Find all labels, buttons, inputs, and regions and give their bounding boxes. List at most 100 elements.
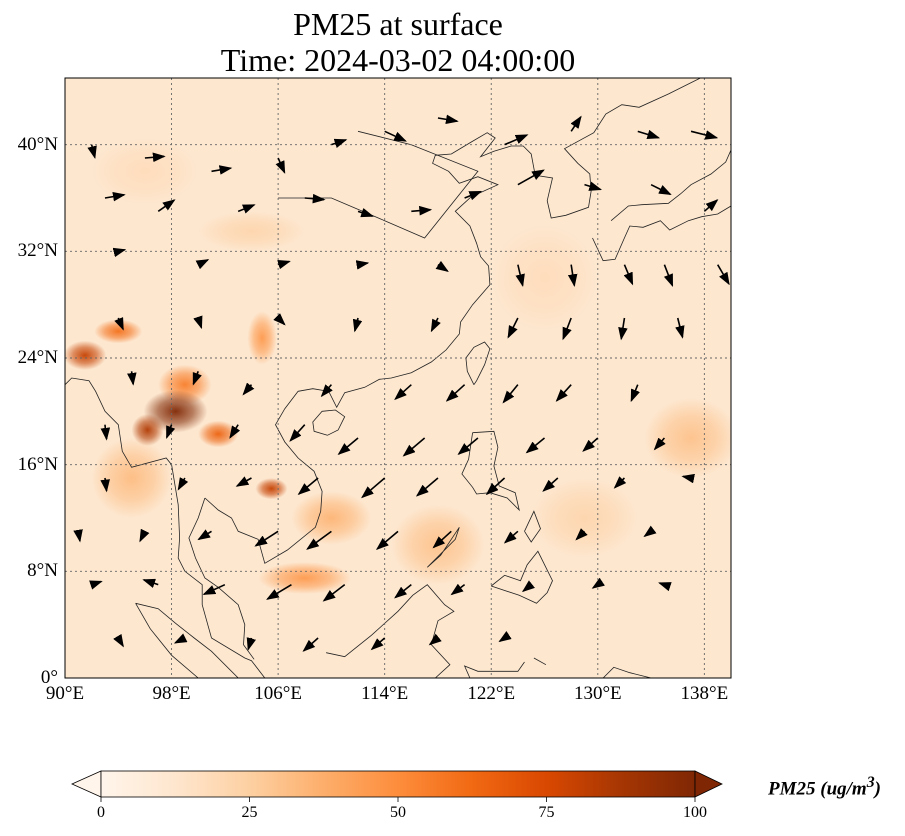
wind-arrow bbox=[100, 477, 110, 493]
coastline-segment bbox=[188, 497, 255, 660]
colorbar-tick-label: 75 bbox=[538, 804, 555, 821]
colorbar-label-superscript: 3 bbox=[866, 774, 875, 791]
wind-arrow bbox=[570, 115, 582, 132]
wind-arrow bbox=[503, 530, 519, 544]
pm25-hotspot bbox=[143, 390, 208, 433]
wind-arrow bbox=[658, 582, 672, 592]
wind-arrow bbox=[630, 384, 640, 403]
wind-arrow bbox=[623, 264, 634, 286]
pm25-hotspot bbox=[91, 438, 172, 518]
wind-arrow bbox=[394, 384, 412, 401]
wind-arrow bbox=[144, 152, 166, 163]
coastline-segment bbox=[135, 602, 239, 678]
wind-arrow bbox=[582, 437, 599, 452]
wind-arrow bbox=[229, 424, 241, 439]
wind-arrow bbox=[690, 130, 719, 140]
pm25-hotspot bbox=[91, 138, 199, 205]
wind-arrow bbox=[618, 317, 628, 341]
wind-arrow bbox=[277, 259, 291, 270]
wind-arrow bbox=[663, 264, 674, 287]
wind-arrow bbox=[464, 190, 483, 201]
wind-arrow bbox=[432, 530, 452, 549]
wind-arrow bbox=[273, 313, 286, 326]
wind-arrow bbox=[352, 317, 363, 333]
coastline-segment bbox=[592, 191, 731, 262]
colorbar-tick-label: 100 bbox=[683, 804, 707, 821]
wind-arrow bbox=[643, 525, 657, 538]
wind-arrow bbox=[402, 437, 426, 457]
wind-arrow bbox=[320, 384, 333, 398]
pm25-hotspot bbox=[391, 504, 485, 585]
pm25-hotspot bbox=[255, 478, 288, 500]
wind-arrow bbox=[435, 260, 449, 272]
wind-arrow bbox=[211, 165, 233, 175]
wind-arrow bbox=[166, 424, 176, 439]
wind-arrow bbox=[525, 437, 546, 454]
coastlines bbox=[65, 78, 731, 678]
wind-arrow bbox=[289, 424, 306, 442]
pm25-hotspot bbox=[291, 491, 372, 545]
wind-arrow bbox=[575, 528, 588, 541]
wind-arrow bbox=[246, 637, 256, 651]
pm25-concentration-field bbox=[65, 138, 731, 594]
coastline-segment bbox=[602, 666, 652, 678]
lat-tick-label: 0° bbox=[40, 667, 58, 688]
lat-tick-label: 32°N bbox=[17, 240, 58, 262]
wind-arrow bbox=[193, 315, 203, 330]
wind-arrow bbox=[394, 584, 412, 599]
wind-arrow bbox=[139, 528, 150, 543]
wind-arrow bbox=[89, 580, 103, 590]
wind-arrow bbox=[304, 193, 326, 204]
wind-arrow bbox=[457, 437, 479, 456]
wind-arrow bbox=[322, 584, 346, 602]
wind-arrow bbox=[202, 583, 226, 595]
wind-arrow bbox=[235, 476, 252, 487]
wind-arrow bbox=[306, 530, 332, 550]
coastline-segment bbox=[490, 550, 553, 604]
wind-arrow bbox=[157, 199, 176, 212]
wind-arrow bbox=[114, 317, 124, 331]
wind-arrow bbox=[370, 637, 386, 651]
coastline-segment bbox=[465, 341, 491, 385]
gridlines bbox=[65, 78, 731, 678]
wind-arrow bbox=[411, 205, 433, 216]
coastline-segment bbox=[461, 430, 520, 512]
pm25-hotspot bbox=[65, 340, 107, 370]
pm25-hotspot bbox=[198, 211, 305, 252]
wind-arrow bbox=[361, 477, 386, 499]
coastline-segment bbox=[427, 527, 460, 568]
coastline-segment bbox=[312, 409, 346, 436]
lat-tick-label: 16°N bbox=[17, 453, 58, 475]
wind-arrow bbox=[542, 477, 559, 492]
pm25-hotspot bbox=[94, 319, 143, 344]
wind-arrow bbox=[87, 144, 97, 160]
colorbar-tick-label: 25 bbox=[241, 804, 258, 821]
pm25-hotspot bbox=[531, 478, 638, 558]
wind-arrow bbox=[275, 157, 286, 174]
wind-arrow bbox=[584, 181, 603, 191]
wind-arrow bbox=[445, 384, 466, 402]
wind-arrow bbox=[375, 530, 399, 550]
wind-arrow bbox=[113, 633, 124, 648]
wind-arrow bbox=[242, 382, 255, 396]
coastline-segment bbox=[326, 584, 455, 678]
wind-arrow bbox=[430, 317, 441, 333]
wind-arrow bbox=[357, 208, 374, 218]
wind-arrow bbox=[266, 583, 292, 600]
wind-arrow bbox=[507, 317, 519, 339]
wind-arrow bbox=[716, 264, 730, 286]
wind-arrow bbox=[384, 130, 407, 142]
wind-arrow bbox=[297, 477, 319, 496]
coastline-segment bbox=[65, 377, 266, 678]
wind-arrow bbox=[485, 477, 506, 496]
wind-vectors bbox=[73, 114, 730, 652]
lat-tick-label: 8°N bbox=[27, 560, 58, 582]
lon-tick-label: 98°E bbox=[152, 683, 191, 704]
wind-arrow bbox=[567, 264, 578, 288]
wind-arrow bbox=[142, 578, 159, 588]
wind-arrow bbox=[428, 633, 442, 646]
lon-tick-label: 138°E bbox=[680, 683, 729, 704]
wind-arrow bbox=[337, 437, 359, 456]
wind-arrow bbox=[302, 637, 319, 652]
